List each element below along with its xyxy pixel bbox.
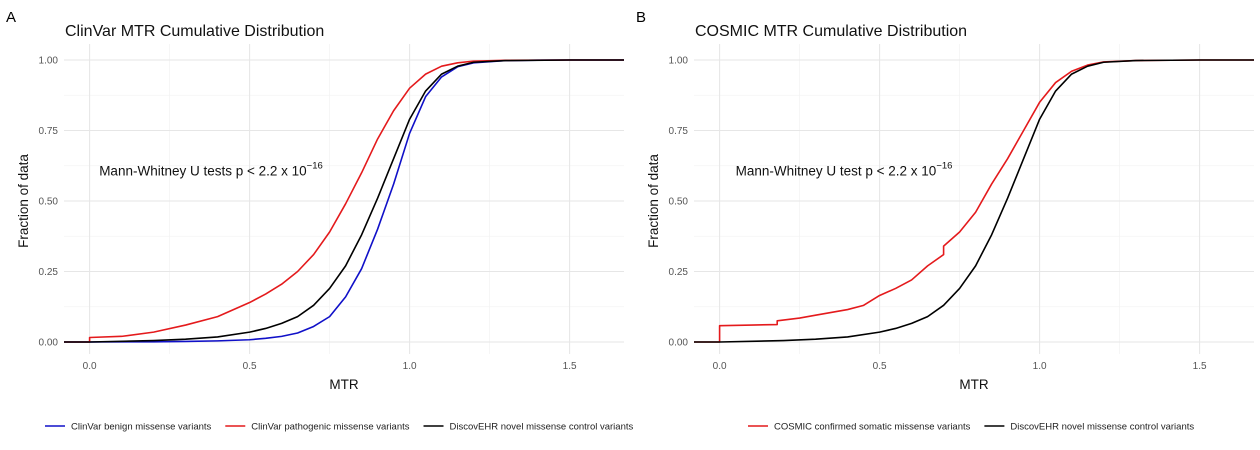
legend-label: COSMIC confirmed somatic missense varian… bbox=[774, 422, 971, 433]
x-axis-title: MTR bbox=[329, 377, 358, 392]
y-tick-label: 0.00 bbox=[669, 338, 689, 349]
panel-letter: A bbox=[6, 9, 16, 26]
legend-label: DiscovEHR novel missense control variant… bbox=[450, 422, 634, 433]
grid bbox=[694, 44, 1254, 354]
y-tick-label: 0.50 bbox=[669, 197, 689, 208]
y-axis-title: Fraction of data bbox=[16, 154, 31, 248]
y-tick-label: 0.75 bbox=[39, 126, 59, 137]
series-line bbox=[694, 59, 1254, 343]
legend-item: DiscovEHR novel missense control variant… bbox=[423, 422, 634, 433]
annotation-text: Mann-Whitney U test p < 2.2 x 10−16 bbox=[736, 161, 953, 179]
chart-title: ClinVar MTR Cumulative Distribution bbox=[65, 23, 324, 40]
legend-item: ClinVar pathogenic missense variants bbox=[225, 422, 410, 433]
x-tick-label: 0.0 bbox=[83, 361, 97, 372]
series-lines bbox=[64, 59, 624, 343]
y-tick-label: 1.00 bbox=[39, 56, 59, 67]
y-tick-label: 0.25 bbox=[39, 267, 59, 278]
annotation-superscript: −16 bbox=[936, 161, 952, 172]
legend-label: ClinVar pathogenic missense variants bbox=[251, 422, 409, 433]
y-tick-label: 0.75 bbox=[669, 126, 689, 137]
x-tick-label: 1.0 bbox=[1033, 361, 1047, 372]
x-tick-label: 1.5 bbox=[1193, 361, 1207, 372]
x-tick-label: 1.5 bbox=[563, 361, 577, 372]
legend: ClinVar benign missense variants ClinVar … bbox=[45, 422, 633, 433]
series-line bbox=[694, 59, 1254, 343]
series-line bbox=[64, 59, 624, 343]
legend-item: ClinVar benign missense variants bbox=[45, 422, 212, 433]
panel-letter: B bbox=[636, 9, 646, 26]
legend-item: DiscovEHR novel missense control variant… bbox=[984, 422, 1194, 433]
y-tick-label: 1.00 bbox=[669, 56, 689, 67]
y-tick-label: 0.50 bbox=[39, 197, 59, 208]
y-tick-label: 0.25 bbox=[669, 267, 689, 278]
x-axis-title: MTR bbox=[959, 377, 988, 392]
y-tick-label: 0.00 bbox=[39, 338, 59, 349]
x-tick-label: 1.0 bbox=[403, 361, 417, 372]
panel-b: B COSMIC MTR Cumulative Distribution 0.00 0… bbox=[636, 9, 1254, 433]
y-axis-title: Fraction of data bbox=[646, 154, 661, 248]
legend-item: COSMIC confirmed somatic missense varian… bbox=[748, 422, 971, 433]
x-tick-label: 0.5 bbox=[243, 361, 257, 372]
annotation-text: Mann-Whitney U tests p < 2.2 x 10−16 bbox=[99, 161, 323, 179]
x-tick-label: 0.5 bbox=[873, 361, 887, 372]
series-lines bbox=[694, 59, 1254, 343]
x-tick-label: 0.0 bbox=[713, 361, 727, 372]
grid bbox=[64, 44, 624, 354]
annotation-superscript: −16 bbox=[307, 161, 323, 172]
series-line bbox=[64, 59, 624, 343]
legend-label: DiscovEHR novel missense control variant… bbox=[1010, 422, 1194, 433]
legend-label: ClinVar benign missense variants bbox=[71, 422, 212, 433]
legend: COSMIC confirmed somatic missense varian… bbox=[748, 422, 1194, 433]
chart-title: COSMIC MTR Cumulative Distribution bbox=[695, 23, 967, 40]
